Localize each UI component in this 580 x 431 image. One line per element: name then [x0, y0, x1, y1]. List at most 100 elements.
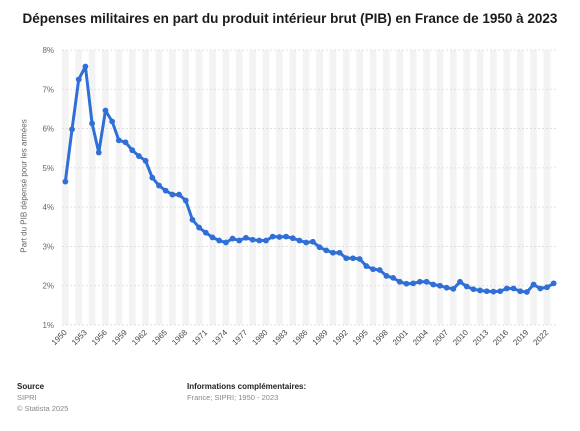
data-point[interactable] — [109, 118, 116, 125]
column-band — [262, 50, 270, 325]
y-tick-label: 8% — [42, 46, 54, 55]
x-tick-label: 1950 — [50, 328, 69, 347]
data-point[interactable] — [503, 285, 510, 292]
x-tick-label: 1965 — [150, 328, 169, 347]
data-point[interactable] — [443, 284, 450, 291]
data-point[interactable] — [236, 237, 243, 244]
data-point[interactable] — [243, 234, 249, 241]
source-name[interactable]: SIPRI — [17, 393, 37, 402]
data-point[interactable] — [330, 249, 336, 256]
data-point[interactable] — [363, 263, 370, 269]
data-point[interactable] — [370, 266, 376, 273]
data-point[interactable] — [229, 235, 236, 242]
y-tick-label: 1% — [42, 321, 54, 330]
data-point[interactable] — [182, 197, 189, 204]
data-point[interactable] — [517, 288, 524, 295]
data-point[interactable] — [437, 282, 443, 289]
data-point[interactable] — [316, 244, 323, 251]
data-point[interactable] — [537, 285, 544, 292]
column-band — [222, 50, 230, 325]
gridlines — [62, 49, 557, 326]
data-point[interactable] — [289, 235, 296, 242]
data-point[interactable] — [129, 147, 136, 154]
data-point[interactable] — [115, 137, 122, 144]
data-point[interactable] — [497, 288, 504, 295]
data-point[interactable] — [82, 63, 89, 70]
data-point[interactable] — [450, 285, 457, 292]
data-point[interactable] — [256, 237, 263, 244]
data-point[interactable] — [490, 288, 497, 295]
data-point[interactable] — [95, 149, 102, 156]
data-point[interactable] — [423, 278, 430, 285]
data-point[interactable] — [75, 76, 82, 83]
column-band — [356, 50, 364, 325]
data-point[interactable] — [383, 272, 390, 279]
data-point[interactable] — [544, 284, 550, 291]
data-point[interactable] — [283, 233, 289, 240]
data-point[interactable] — [390, 274, 397, 281]
data-point[interactable] — [396, 278, 403, 285]
x-tick-label: 2010 — [451, 328, 470, 347]
data-point[interactable] — [403, 280, 410, 287]
column-band — [329, 50, 337, 325]
data-point[interactable] — [162, 187, 169, 194]
data-point[interactable] — [303, 239, 310, 246]
data-point[interactable] — [202, 229, 209, 236]
data-point[interactable] — [263, 237, 269, 244]
data-point[interactable] — [510, 285, 517, 292]
data-point[interactable] — [463, 283, 470, 290]
data-point[interactable] — [69, 126, 75, 133]
data-point[interactable] — [122, 139, 129, 146]
data-point[interactable] — [149, 174, 156, 181]
data-point[interactable] — [470, 286, 477, 293]
data-point[interactable] — [530, 281, 537, 288]
data-point[interactable] — [323, 247, 330, 254]
data-point[interactable] — [430, 281, 437, 288]
data-point[interactable] — [269, 233, 276, 240]
data-point[interactable] — [196, 224, 203, 231]
data-point[interactable] — [350, 255, 356, 262]
copyright[interactable]: © Statista 2025 — [17, 404, 69, 413]
data-point[interactable] — [136, 153, 142, 159]
data-point[interactable] — [523, 289, 530, 295]
source-block: Source SIPRI © Statista 2025 — [17, 381, 68, 414]
column-band — [102, 50, 109, 325]
data-point[interactable] — [343, 255, 350, 262]
data-point[interactable] — [550, 280, 557, 287]
data-point[interactable] — [209, 234, 216, 241]
data-point[interactable] — [222, 239, 229, 246]
data-point[interactable] — [296, 237, 303, 244]
x-tick-label: 1992 — [331, 328, 350, 347]
data-point[interactable] — [416, 278, 423, 285]
column-band — [476, 50, 484, 325]
data-point[interactable] — [457, 278, 463, 285]
data-point[interactable] — [483, 288, 490, 295]
data-point[interactable] — [189, 216, 196, 223]
data-point[interactable] — [62, 178, 69, 185]
data-point[interactable] — [176, 191, 182, 198]
data-point[interactable] — [309, 238, 316, 245]
data-point[interactable] — [89, 120, 96, 127]
source-heading: Source — [17, 382, 45, 391]
data-point[interactable] — [376, 267, 383, 273]
data-point[interactable] — [249, 236, 256, 243]
x-tick-label: 1998 — [371, 328, 390, 347]
data-point[interactable] — [276, 234, 283, 240]
data-point[interactable] — [477, 287, 483, 294]
column-band — [235, 50, 243, 325]
data-point[interactable] — [216, 237, 223, 244]
data-point[interactable] — [102, 107, 109, 114]
data-point[interactable] — [156, 182, 162, 189]
x-axis-ticks: 1950 1953 1956 1959 1962 1965 1968 1971 1974 1977… — [50, 328, 551, 347]
x-tick-label: 1956 — [90, 328, 109, 347]
data-point[interactable] — [169, 191, 176, 198]
y-tick-label: 7% — [42, 85, 54, 94]
data-point[interactable] — [336, 249, 343, 256]
data-point[interactable] — [356, 256, 363, 262]
x-tick-label: 1959 — [110, 328, 129, 347]
data-point[interactable] — [142, 157, 149, 164]
y-tick-label: 5% — [42, 164, 54, 173]
data-point[interactable] — [410, 280, 417, 287]
column-band — [249, 50, 256, 325]
